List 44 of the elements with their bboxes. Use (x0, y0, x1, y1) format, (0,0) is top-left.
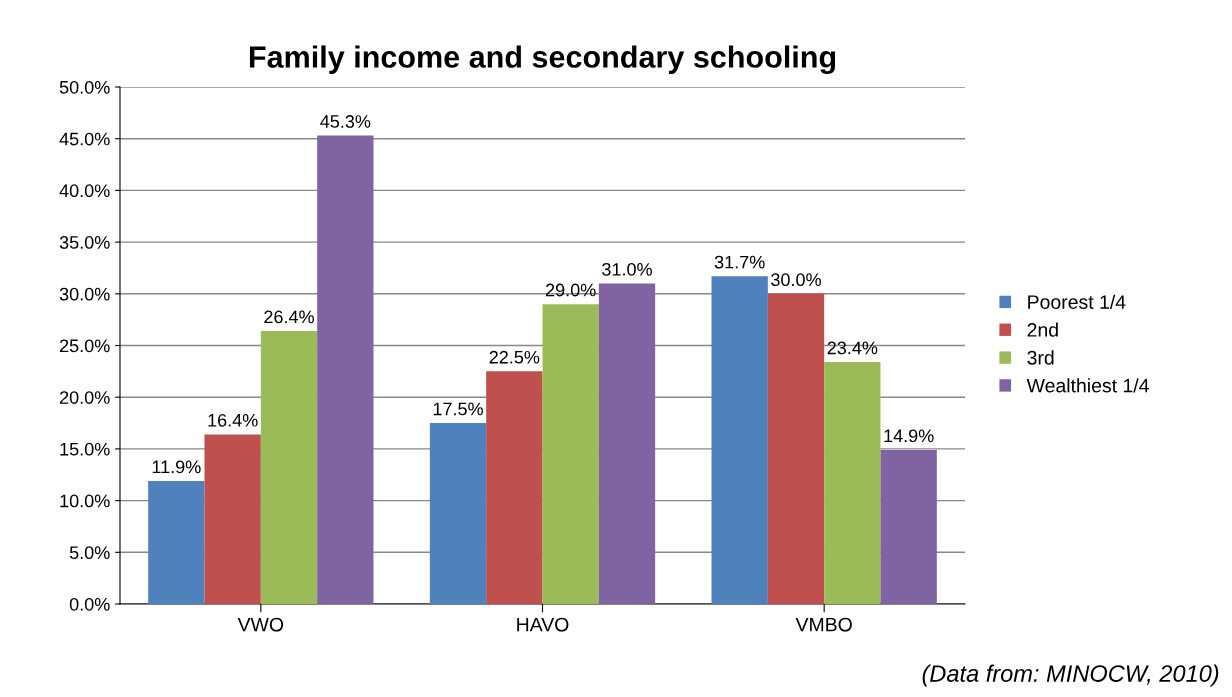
data-label: 31.0% (602, 262, 652, 276)
bar (204, 434, 261, 604)
legend-label: Poorest 1/4 (1028, 294, 1126, 309)
y-tick-label: 35.0% (59, 236, 110, 249)
y-tick-label: 30.0% (59, 287, 110, 301)
y-tick-label: 15.0% (60, 442, 110, 456)
text: (Data from: MINOCW, 2010) (922, 664, 1219, 687)
bar (486, 371, 543, 604)
y-tick-label: 5.0% (69, 546, 110, 560)
data-label: 14.9% (884, 429, 934, 443)
bar (260, 331, 318, 604)
data-label: 23.4% (827, 341, 878, 355)
data-label: 30.0% (771, 273, 821, 287)
y-tick-label: 0.0% (69, 597, 110, 611)
bar (429, 423, 487, 604)
bar (598, 283, 656, 604)
data-label: 16.4% (208, 413, 258, 427)
y-tick-label: 25.0% (59, 339, 110, 353)
chart-title: Family income and secondary schooling (249, 45, 836, 75)
x-tick-label: HAVO (517, 617, 569, 632)
bar (767, 293, 825, 604)
data-label: 17.5% (433, 402, 483, 416)
bar (148, 480, 205, 604)
y-tick-label: 20.0% (59, 391, 110, 404)
y-tick-label: 40.0% (59, 184, 110, 198)
x-tick-label: VWO (237, 617, 284, 632)
bar (880, 449, 937, 604)
bar (824, 362, 881, 604)
legend-label: Wealthiest 1/4 (1026, 378, 1149, 393)
data-label: 29.0% (545, 283, 596, 297)
y-tick-label: 50.0% (59, 80, 110, 94)
data-label: 31.7% (714, 255, 765, 269)
legend-label: 3rd (1027, 350, 1054, 365)
data-label: 22.5% (489, 350, 540, 364)
y-tick-label: 10.0% (60, 494, 110, 508)
y-tick-label: 45.0% (59, 132, 110, 146)
legend-label: 2nd (1027, 322, 1058, 337)
x-tick-label: VMBO (795, 617, 852, 632)
bar (711, 276, 768, 604)
data-label: 45.3% (320, 115, 371, 128)
bar (542, 304, 599, 604)
data-label: 26.4% (264, 310, 314, 324)
bar (317, 135, 374, 604)
data-label: 11.9% (152, 460, 201, 474)
